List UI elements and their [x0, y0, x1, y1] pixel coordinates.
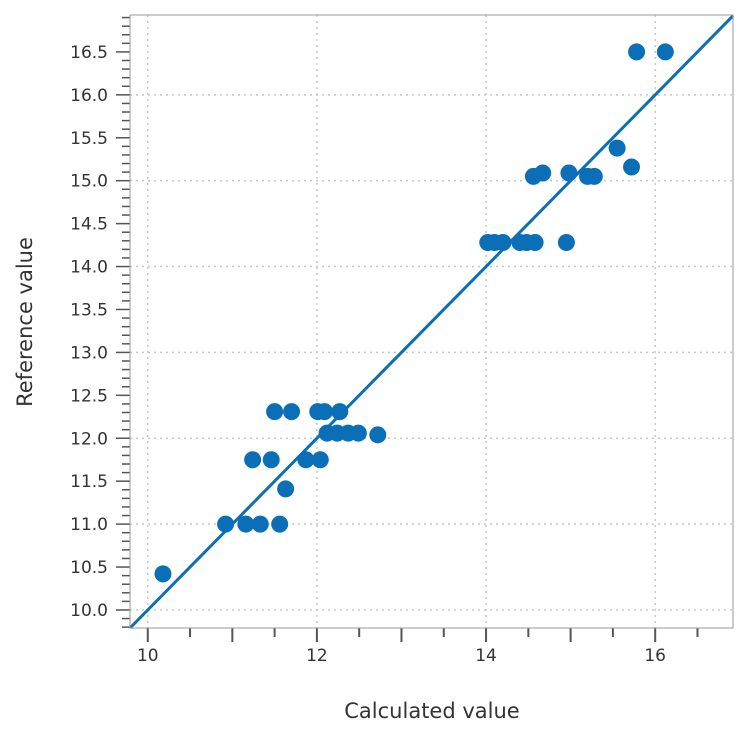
data-point	[271, 515, 289, 533]
data-point	[277, 480, 295, 498]
y-tick-label: 13.5	[70, 300, 108, 320]
data-point	[244, 451, 262, 469]
points	[154, 43, 674, 583]
data-point	[623, 158, 641, 176]
x-axis-label: Calculated value	[344, 699, 519, 723]
y-tick-label: 16.0	[70, 86, 108, 106]
data-point	[316, 403, 334, 421]
x-tick-label: 12	[306, 646, 328, 666]
data-point	[283, 403, 301, 421]
y-tick-label: 13.0	[70, 343, 108, 363]
x-tick-label: 14	[475, 646, 497, 666]
plot-frame	[129, 14, 734, 629]
data-point	[526, 234, 544, 252]
y-tick-label: 15.0	[70, 172, 108, 192]
y-tick-label: 14.5	[70, 215, 108, 235]
data-point	[369, 426, 387, 444]
reference-line	[128, 14, 735, 630]
data-point	[628, 43, 646, 61]
y-tick-label: 12.5	[70, 386, 108, 406]
data-point	[331, 403, 349, 421]
data-point	[262, 451, 280, 469]
data-point	[349, 424, 367, 442]
data-point	[311, 451, 329, 469]
data-point	[534, 164, 552, 182]
data-point	[585, 167, 603, 185]
data-point	[251, 515, 269, 533]
y-tick-label: 11.5	[70, 472, 108, 492]
y-tick-label: 10.5	[70, 558, 108, 578]
y-tick-labels: 10.0 10.5 11.0 11.5 12.0 12.5 13.0 13.5 14.0 14.5…	[70, 43, 108, 621]
x-tick-label: 10	[137, 646, 159, 666]
ticks	[116, 16, 699, 642]
x-tick-labels: 10 12 14 16	[137, 646, 666, 666]
x-tick-label: 16	[644, 646, 666, 666]
data-point	[557, 234, 575, 252]
y-tick-label: 16.5	[70, 43, 108, 63]
data-point	[266, 403, 284, 421]
grid	[130, 15, 733, 628]
data-point	[154, 565, 172, 583]
y-tick-label: 12.0	[70, 429, 108, 449]
y-tick-label: 14.0	[70, 258, 108, 278]
data-point	[608, 139, 626, 157]
data-point	[237, 515, 255, 533]
y-tick-label: 11.0	[70, 515, 108, 535]
data-point	[560, 164, 578, 182]
y-tick-label: 15.5	[70, 129, 108, 149]
data-point	[656, 43, 674, 61]
y-axis-label: Reference value	[13, 237, 37, 407]
y-tick-label: 10.0	[70, 601, 108, 621]
